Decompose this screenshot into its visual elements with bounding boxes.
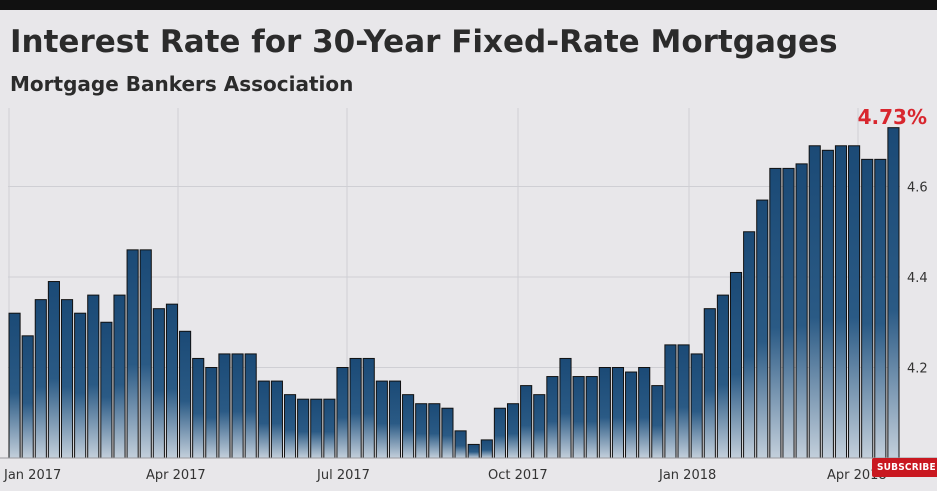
bar bbox=[598, 367, 611, 459]
bar bbox=[310, 398, 323, 459]
bar bbox=[638, 367, 651, 459]
bar bbox=[506, 403, 520, 459]
last-value-label: 4.73% bbox=[857, 105, 927, 129]
bar bbox=[677, 344, 690, 459]
bar bbox=[559, 357, 572, 459]
bar bbox=[21, 335, 34, 459]
bar bbox=[323, 398, 336, 459]
bar bbox=[441, 407, 454, 459]
bar bbox=[336, 367, 349, 459]
bar bbox=[664, 344, 677, 459]
bar bbox=[8, 312, 21, 459]
bar bbox=[47, 281, 60, 459]
bar bbox=[87, 294, 100, 459]
bar bbox=[375, 380, 388, 459]
bar bbox=[165, 303, 179, 459]
x-tick-label: Apr 2018 bbox=[827, 468, 887, 483]
bar bbox=[179, 330, 192, 459]
x-tick-label: Jan 2017 bbox=[3, 468, 61, 483]
bar bbox=[139, 249, 152, 459]
bar bbox=[388, 380, 402, 459]
chart-area: 4.2 4.4 4.6 Jan 2017 Apr 2017 Jul 2017 Oct 201… bbox=[0, 108, 937, 483]
x-tick-label: Jan 2018 bbox=[658, 468, 716, 483]
bar bbox=[34, 299, 47, 459]
chart-title: Interest Rate for 30-Year Fixed-Rate Mor… bbox=[10, 24, 838, 60]
bar bbox=[402, 394, 415, 459]
bar bbox=[887, 127, 900, 459]
bar bbox=[769, 167, 782, 459]
bar bbox=[126, 249, 139, 459]
bar bbox=[362, 357, 375, 459]
bar bbox=[100, 321, 113, 459]
bar bbox=[480, 439, 493, 459]
bar bbox=[467, 443, 480, 459]
bar bbox=[283, 394, 297, 459]
bar bbox=[611, 367, 625, 459]
bar bbox=[257, 380, 270, 459]
bar bbox=[428, 403, 441, 459]
chart-subtitle: Mortgage Bankers Association bbox=[10, 72, 354, 96]
y-tick-label: 4.2 bbox=[907, 362, 928, 377]
top-bar bbox=[0, 0, 937, 10]
y-tick-label: 4.4 bbox=[907, 271, 928, 286]
bar bbox=[205, 367, 218, 459]
bar bbox=[74, 312, 87, 459]
bar bbox=[113, 294, 126, 459]
bar bbox=[585, 376, 598, 459]
bar bbox=[690, 353, 703, 459]
bar bbox=[743, 231, 756, 459]
subscribe-button[interactable]: SUBSCRIBE bbox=[872, 458, 937, 477]
bar bbox=[848, 145, 861, 459]
bar bbox=[651, 385, 664, 459]
bar bbox=[821, 149, 834, 459]
bar bbox=[244, 353, 257, 459]
bar bbox=[756, 199, 769, 459]
x-tick-label: Apr 2017 bbox=[146, 468, 206, 483]
x-tick-label: Jul 2017 bbox=[316, 468, 370, 483]
bar bbox=[546, 376, 559, 459]
bar bbox=[716, 294, 729, 459]
bar bbox=[834, 145, 848, 459]
bar bbox=[782, 167, 795, 459]
bar bbox=[729, 271, 743, 459]
x-tick-label: Oct 2017 bbox=[488, 468, 548, 483]
bar bbox=[349, 357, 362, 459]
bar bbox=[454, 430, 467, 459]
bar bbox=[493, 407, 506, 459]
bar bbox=[520, 385, 533, 459]
bar bbox=[703, 308, 716, 459]
bar bbox=[192, 357, 205, 459]
bar bbox=[270, 380, 283, 459]
bar bbox=[874, 158, 887, 459]
bar bbox=[625, 371, 638, 459]
bar bbox=[297, 398, 310, 459]
bar bbox=[808, 145, 821, 459]
bar bbox=[218, 353, 231, 459]
bar bbox=[152, 308, 165, 459]
y-tick-label: 4.6 bbox=[907, 181, 928, 196]
bar bbox=[231, 353, 244, 459]
bar bbox=[60, 299, 74, 459]
bar bbox=[861, 158, 874, 459]
bar bbox=[415, 403, 428, 459]
bar bbox=[572, 376, 585, 459]
bar bbox=[533, 394, 546, 459]
bar bbox=[795, 163, 808, 459]
